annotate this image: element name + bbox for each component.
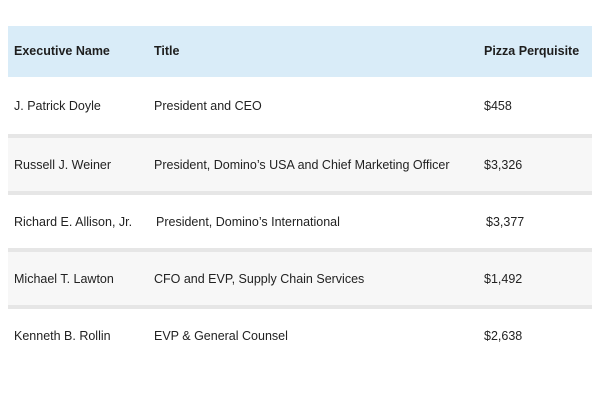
cell-executive-name: Russell J. Weiner [14,157,112,172]
header-pizza-perquisite: Pizza Perquisite [484,44,580,58]
cell-title: President and CEO [154,98,262,113]
table-row: Michael T. Lawton CFO and EVP, Supply Ch… [8,248,592,305]
cell-title: EVP & General Counsel [154,328,288,343]
cell-title: President, Domino’s International [156,214,340,229]
cell-pizza-perquisite: $1,492 [484,271,523,286]
cell-executive-name: Michael T. Lawton [14,271,114,286]
cell-pizza-perquisite: $2,638 [484,328,523,343]
cell-executive-name: Richard E. Allison, Jr. [14,214,133,229]
cell-pizza-perquisite: $3,326 [484,157,523,172]
cell-executive-name: J. Patrick Doyle [14,98,101,113]
cell-pizza-perquisite: $458 [484,98,512,113]
cell-executive-name: Kenneth B. Rollin [14,328,111,343]
table-row: J. Patrick Doyle President and CEO $458 [8,77,592,134]
cell-pizza-perquisite: $3,377 [486,214,525,229]
table-header: Executive Name Title Pizza Perquisite [8,26,592,77]
table-row: Kenneth B. Rollin EVP & General Counsel … [8,305,592,362]
executive-perks-table: Executive Name Title Pizza Perquisite J.… [8,26,592,362]
header-executive-name: Executive Name [14,44,110,58]
table-row: Richard E. Allison, Jr. President, Domin… [8,191,592,248]
header-title: Title [154,44,180,58]
cell-title: CFO and EVP, Supply Chain Services [154,271,365,286]
table-row: Russell J. Weiner President, Domino’s US… [8,134,592,191]
cell-title: President, Domino’s USA and Chief Market… [154,157,450,172]
